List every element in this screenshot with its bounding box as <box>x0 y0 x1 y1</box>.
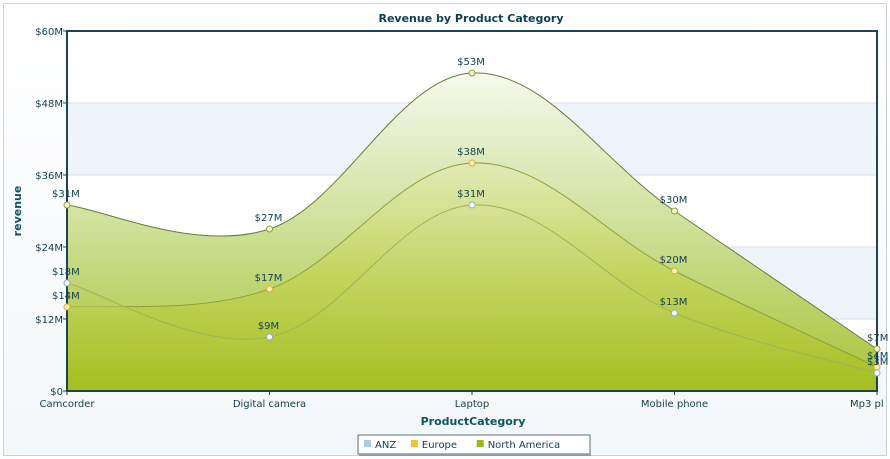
x-tick-label: Laptop <box>455 399 489 410</box>
data-label: $27M <box>255 213 283 224</box>
legend-label: ANZ <box>375 440 396 451</box>
axes: $0 $12M $24M $36M $48M $60M Camcorder Digital c… <box>35 27 883 410</box>
y-tick-label: $36M <box>35 171 63 182</box>
data-label: $4M <box>867 351 888 362</box>
y-axis-title: revenue <box>11 186 24 237</box>
data-point <box>63 279 71 287</box>
legend: ANZ Europe North America <box>357 434 591 456</box>
data-point <box>873 345 881 353</box>
y-tick-label: $60M <box>35 27 63 38</box>
data-label: $38M <box>457 147 485 158</box>
data-label: $13M <box>660 297 688 308</box>
x-tick-label: Digital camera <box>233 399 306 410</box>
data-point <box>468 159 476 167</box>
markers-layer: $31M $27M $53M $30M $7M $14M $17M $38M $20M $4M $1… <box>52 57 888 377</box>
x-tick-label: Camcorder <box>39 399 95 410</box>
legend-label: North America <box>488 440 560 451</box>
data-point <box>63 201 71 209</box>
data-label: $3M <box>867 357 888 368</box>
data-label: $20M <box>660 255 688 266</box>
data-label: $14M <box>52 291 80 302</box>
data-label: $9M <box>258 321 279 332</box>
x-axis-title: ProductCategory <box>421 415 526 428</box>
data-point <box>873 369 881 377</box>
legend-swatch <box>410 440 418 447</box>
y-tick-label: $48M <box>35 99 63 110</box>
y-tick-label: $12M <box>35 315 63 326</box>
legend-swatch <box>476 440 484 447</box>
x-tick-label: Mp3 pl <box>850 399 884 410</box>
x-tick-label: Mobile phone <box>641 399 708 410</box>
series-area-anz <box>67 204 877 391</box>
chart-title: Revenue by Product Category <box>379 12 564 25</box>
data-point <box>266 333 273 341</box>
data-point <box>63 303 71 311</box>
data-label: $53M <box>457 57 485 68</box>
data-point <box>671 207 678 215</box>
data-point <box>468 201 476 209</box>
data-label: $31M <box>457 189 485 200</box>
data-label: $7M <box>867 333 888 344</box>
y-tick-label: $0 <box>50 387 63 398</box>
data-point <box>671 309 678 317</box>
legend-swatch <box>364 440 371 447</box>
data-point <box>266 285 273 293</box>
data-point <box>671 267 678 275</box>
data-point <box>266 225 273 233</box>
data-label: $18M <box>52 267 80 278</box>
data-label: $31M <box>52 189 80 200</box>
legend-label: Europe <box>422 440 457 451</box>
data-label: $17M <box>255 273 283 284</box>
data-label: $30M <box>660 195 688 206</box>
y-tick-label: $24M <box>35 243 63 254</box>
data-point <box>468 69 476 77</box>
